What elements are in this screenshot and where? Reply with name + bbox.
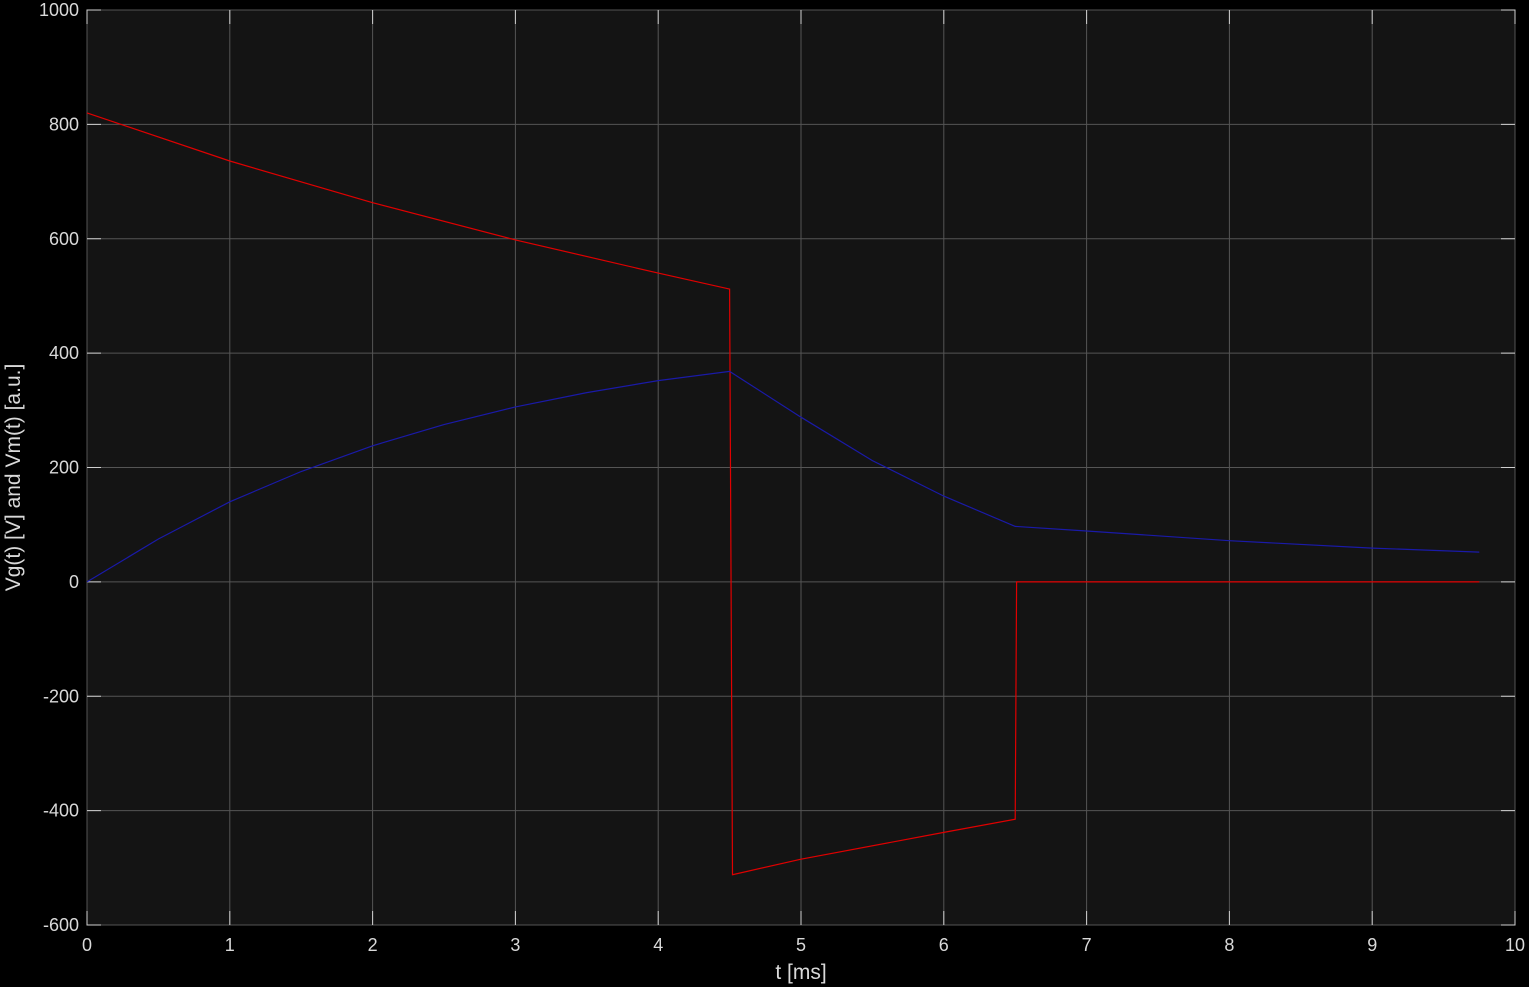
x-tick-labels: 0 1 2 3 4 5 6 7 8 9 10	[82, 935, 1525, 955]
series-line-1	[86, 112, 1480, 876]
y-axis-label: Vg(t) [V] and Vm(t) [a.u.]	[2, 364, 25, 592]
y-tick-label: 800	[49, 114, 79, 134]
x-tick-label: 10	[1505, 935, 1525, 955]
y-tick-label: 600	[49, 229, 79, 249]
y-tick-label: 0	[69, 572, 79, 592]
y-tick-label: -200	[43, 686, 79, 706]
y-tick-label: 200	[49, 458, 79, 478]
x-tick-label: 2	[368, 935, 378, 955]
x-tick-label: 0	[82, 935, 92, 955]
data-series	[86, 112, 1480, 876]
x-tick-label: 8	[1224, 935, 1234, 955]
x-tick-label: 6	[939, 935, 949, 955]
y-tick-label: 400	[49, 343, 79, 363]
x-tick-label: 5	[796, 935, 806, 955]
y-tick-label: 1000	[39, 0, 79, 20]
y-tick-labels: -600 -400 -200 0 200 400 600 800 1000	[39, 0, 79, 935]
y-tick-label: -600	[43, 915, 79, 935]
tick-marks	[86, 9, 1516, 926]
x-axis-label: t [ms]	[775, 961, 826, 984]
x-tick-label: 9	[1367, 935, 1377, 955]
x-tick-label: 7	[1082, 935, 1092, 955]
x-tick-label: 4	[653, 935, 663, 955]
x-tick-label: 3	[510, 935, 520, 955]
grid-lines	[86, 9, 1516, 926]
x-tick-label: 1	[225, 935, 235, 955]
series-line-2	[86, 370, 1480, 583]
y-tick-label: -400	[43, 801, 79, 821]
